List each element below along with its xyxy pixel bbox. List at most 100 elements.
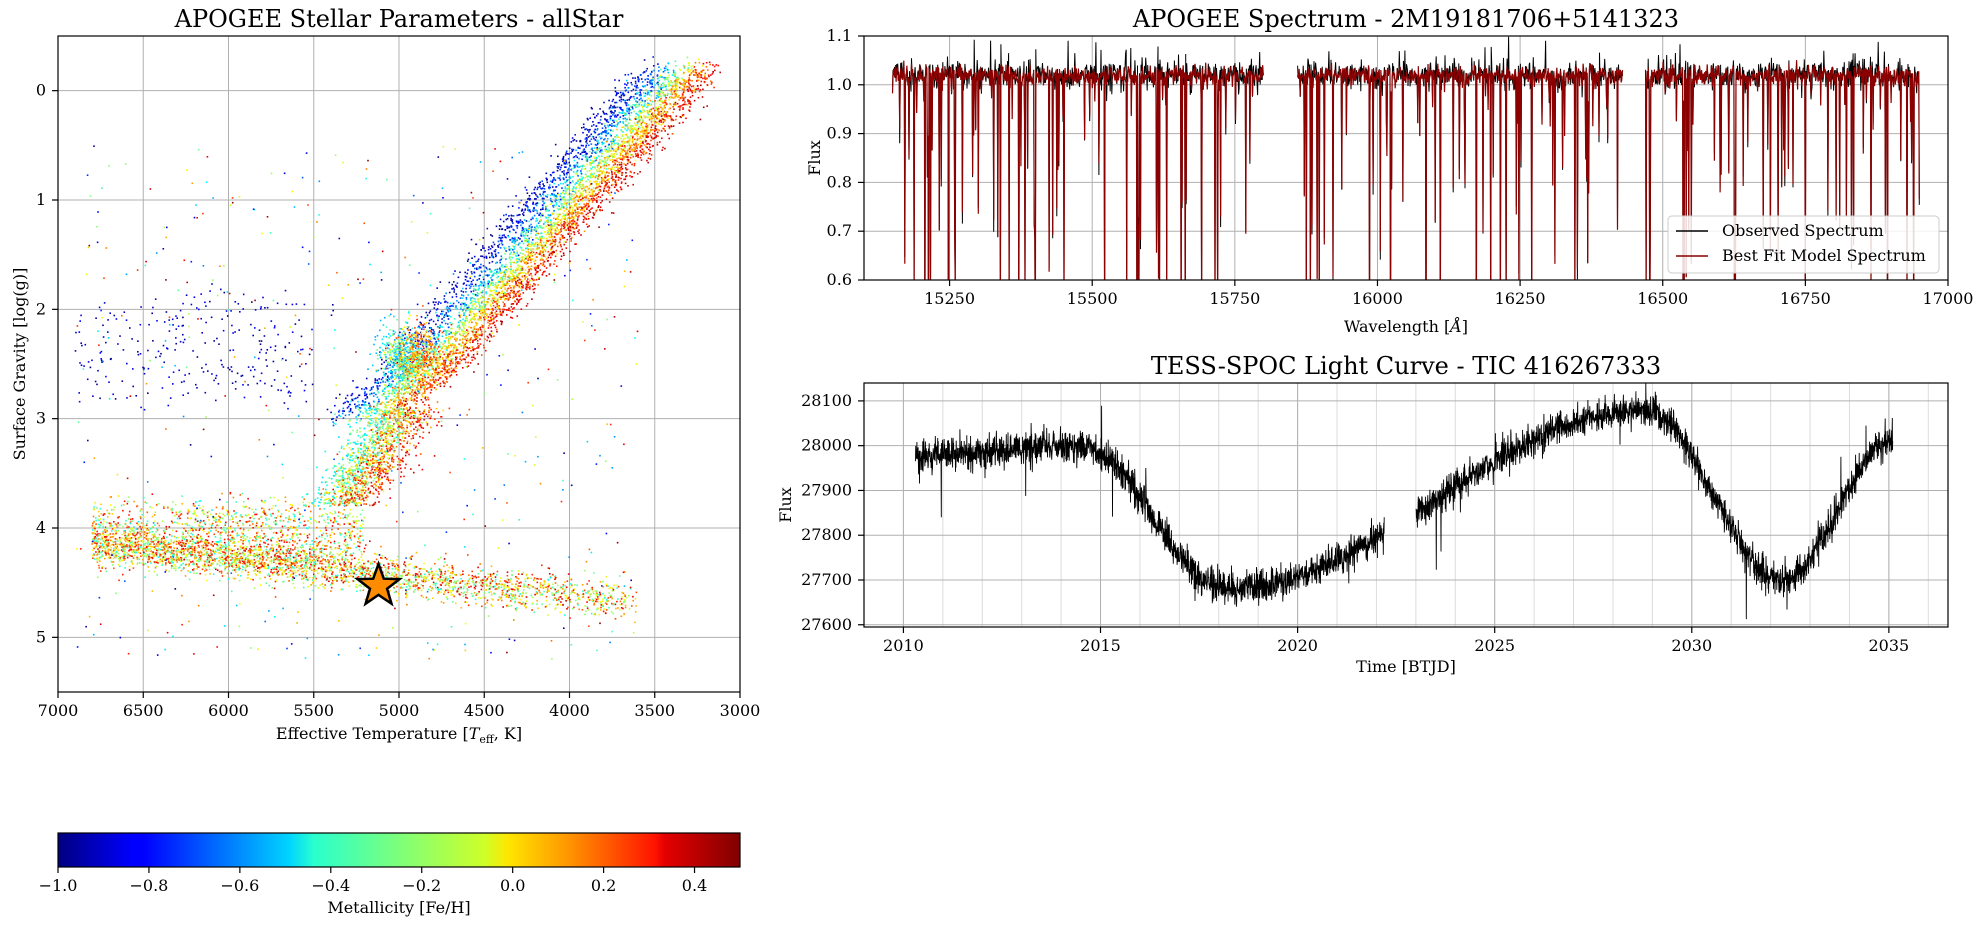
hr-point (621, 151, 624, 153)
hr-point (511, 239, 514, 242)
hr-point (657, 95, 659, 97)
hr-point (519, 298, 522, 301)
hr-point (517, 243, 520, 246)
hr-point (387, 344, 390, 346)
hr-point (678, 122, 681, 124)
hr-point (648, 123, 651, 126)
hr-point (475, 321, 477, 324)
hr-point (490, 336, 493, 338)
hr-point (604, 138, 606, 140)
hr-point (480, 263, 482, 266)
hr-point (618, 139, 621, 142)
hr-point (388, 384, 390, 387)
hr-point (421, 356, 423, 358)
hr-point (535, 267, 538, 269)
hr-point (405, 377, 407, 379)
hr-point (561, 187, 563, 189)
hr-point (577, 196, 579, 198)
hr-point (547, 214, 550, 216)
hr-point (526, 266, 529, 269)
hr-point (660, 68, 662, 71)
hr-point (620, 150, 623, 152)
hr-point (550, 249, 552, 251)
hr-point (601, 200, 603, 202)
hr-point (549, 184, 551, 186)
hr-point (488, 268, 491, 270)
hr-point (461, 329, 463, 331)
hr-point (605, 134, 607, 137)
hr-point (620, 96, 622, 99)
hr-point (444, 342, 446, 344)
hr-point (528, 237, 530, 240)
hr-point (520, 278, 523, 281)
hr-point (568, 210, 571, 212)
hr-point (534, 267, 536, 269)
hr-point (504, 278, 506, 280)
hr-point (601, 127, 604, 129)
hr-point (505, 213, 507, 216)
hr-point (541, 237, 543, 239)
hr-point (478, 287, 480, 289)
hr-point (596, 170, 599, 173)
hr-point (570, 240, 572, 242)
hr-point (644, 138, 646, 141)
hr-point (605, 119, 608, 122)
hr-point (636, 127, 639, 130)
hr-point (513, 236, 516, 239)
hr-point (598, 147, 601, 149)
hr-point (469, 338, 472, 340)
hr-point (484, 338, 486, 340)
hr-point (406, 327, 409, 330)
hr-point (616, 93, 618, 96)
hr-point (580, 209, 582, 211)
hr-point (626, 123, 628, 126)
hr-point (704, 77, 706, 79)
hr-point (551, 181, 554, 183)
hr-point (595, 183, 598, 185)
hr-point (551, 180, 554, 182)
hr-point (570, 168, 572, 171)
hr-point (474, 300, 476, 303)
hr-point (472, 290, 475, 292)
hr-point (540, 195, 542, 197)
hr-point (445, 330, 448, 332)
hr-point (448, 308, 451, 310)
hr-point (708, 61, 711, 64)
hr-point (614, 142, 616, 145)
hr-point (601, 160, 603, 162)
hr-point (473, 313, 475, 315)
hr-point (546, 220, 548, 222)
hr-point (674, 103, 677, 106)
hr-point (573, 187, 575, 189)
hr-point (451, 362, 453, 365)
hr-point (656, 77, 659, 80)
hr-point (433, 333, 436, 335)
hr-point (614, 79, 616, 81)
hr-point (650, 119, 653, 121)
hr-point (502, 220, 505, 223)
hr-point (585, 144, 588, 147)
hr-point (538, 247, 540, 249)
hr-point (533, 207, 535, 210)
hr-point (442, 357, 444, 359)
hr-point (666, 103, 668, 105)
hr-point (408, 391, 410, 394)
hr-point (556, 207, 559, 210)
hr-point (422, 350, 425, 352)
hr-point (487, 248, 490, 251)
hr-point (592, 212, 595, 214)
hr-point (454, 344, 456, 347)
hr-point (646, 106, 648, 109)
hr-point (507, 268, 510, 270)
hr-point (549, 197, 552, 200)
hr-point (470, 238, 473, 241)
hr-point (419, 380, 421, 383)
hr-point (594, 193, 597, 195)
hr-point (532, 266, 535, 269)
hr-point (664, 147, 666, 150)
hr-point (527, 248, 530, 251)
hr-point (475, 338, 477, 340)
hr-point (480, 281, 483, 284)
hr-point (649, 110, 651, 113)
hr-point (386, 379, 389, 382)
